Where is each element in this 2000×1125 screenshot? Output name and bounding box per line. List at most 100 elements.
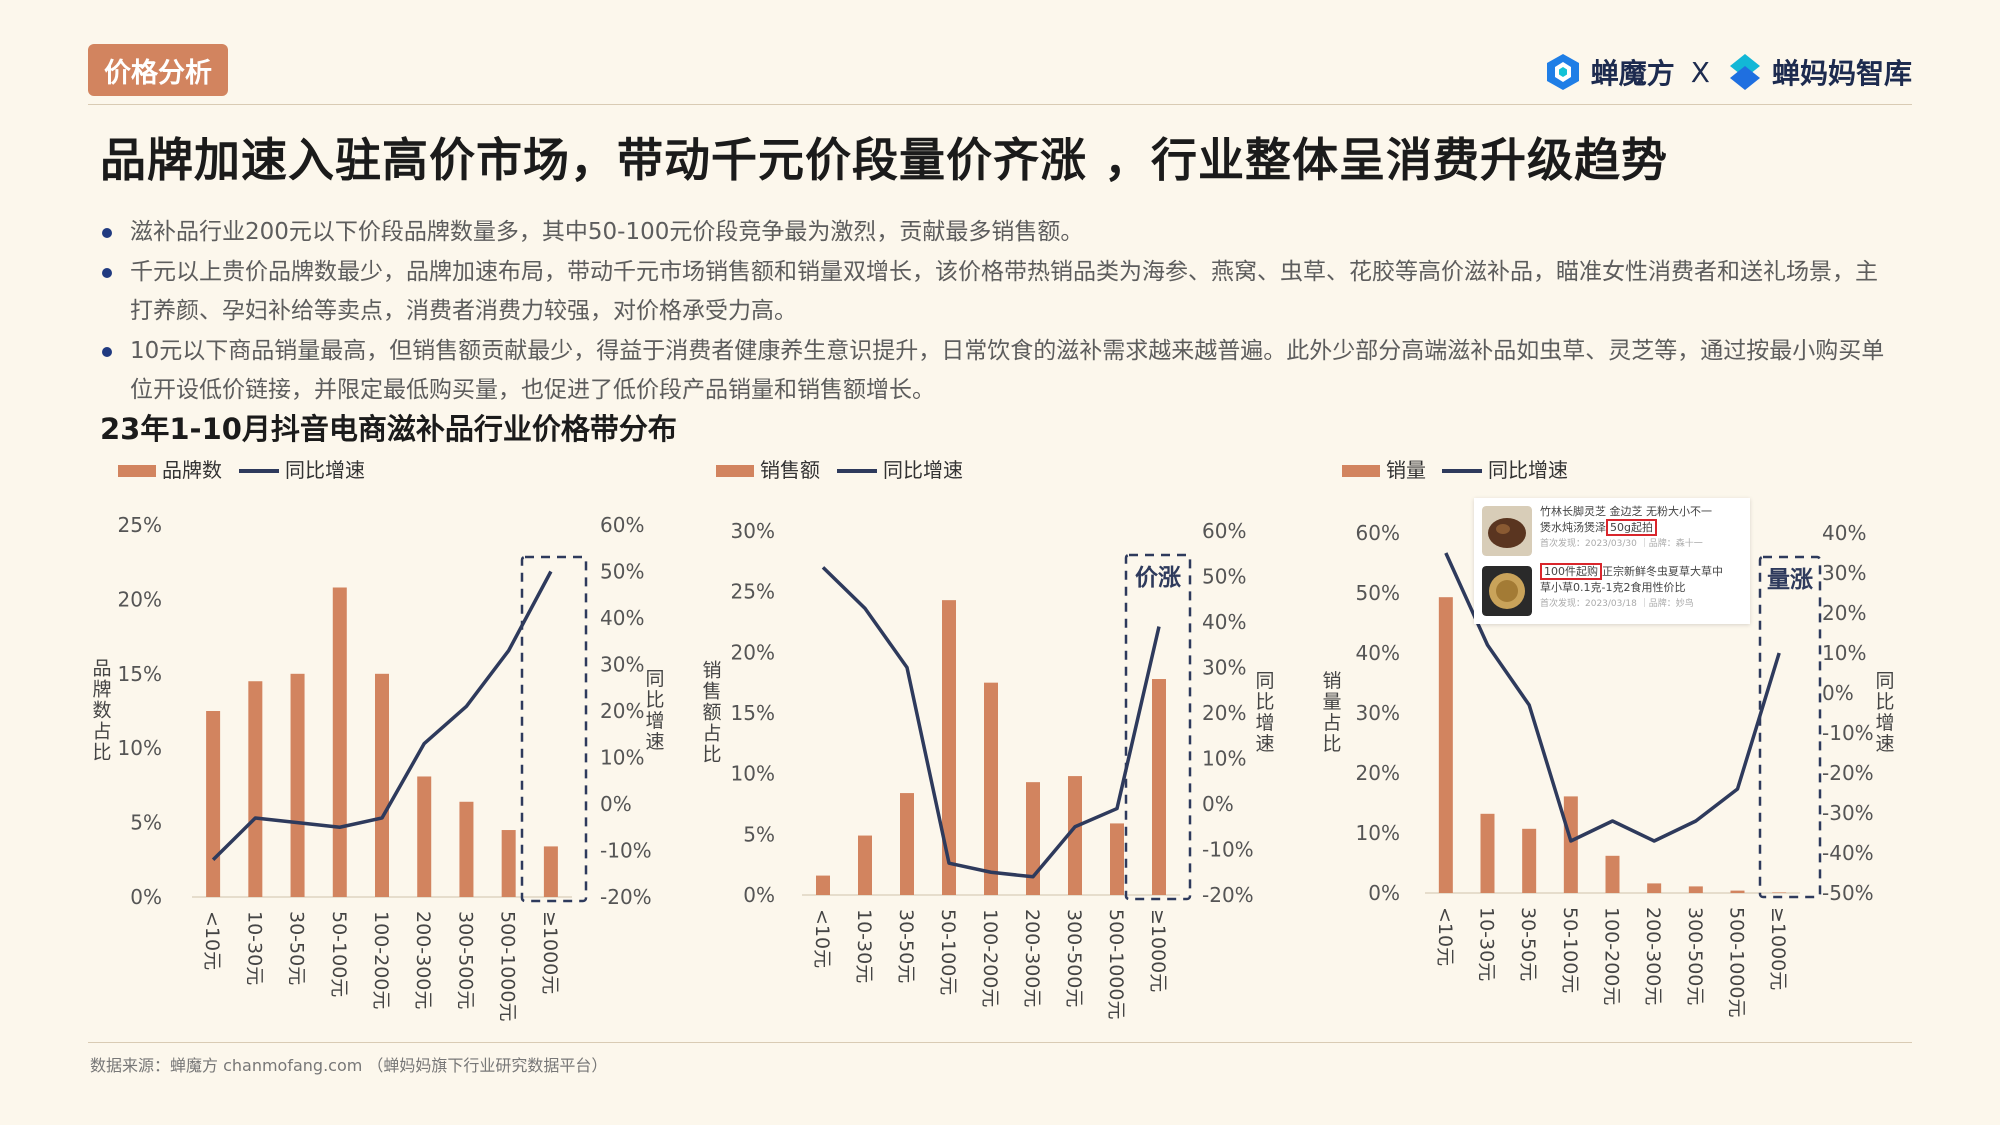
highlight-label: 量涨 <box>1767 567 1813 593</box>
x-tick-label: 500-1000元 <box>497 911 519 1021</box>
x-tick-label: 30-50元 <box>895 909 917 983</box>
y-tick-label: 50% <box>1356 581 1400 605</box>
inset-item: 竹林长脚灵芝 金边芝 无粉大小不一 煲水炖汤煲泽 50g起拍 首次发现：2023/… <box>1482 502 1742 560</box>
y2-tick-label: 20% <box>1822 601 1866 625</box>
y2-tick-label: 10% <box>1822 641 1866 665</box>
y-tick-label: 10% <box>118 736 162 760</box>
y-tick-label: 5% <box>743 822 775 846</box>
price-band-charts: 品牌数 同比增速0%5%10%15%20%25%-20%-10%0%10%20%3… <box>92 458 1894 1021</box>
chanmofang-logo: 蝉魔方 <box>1543 52 1675 92</box>
y2-tick-label: 10% <box>600 746 644 770</box>
y2-axis-label: 同比增速 <box>645 668 664 753</box>
y2-tick-label: 60% <box>1202 519 1246 543</box>
x-tick-label: 100-200元 <box>979 909 1001 1007</box>
brand-left-label: 蝉魔方 <box>1590 57 1675 90</box>
x-tick-label: 200-300元 <box>1021 909 1043 1007</box>
x-tick-label: 50-100元 <box>1559 907 1581 993</box>
lingzhi-thumbnail-icon <box>1482 506 1532 556</box>
y-tick-label: 10% <box>731 762 775 786</box>
bar <box>1605 855 1620 893</box>
y2-tick-label: -10% <box>1822 721 1874 745</box>
bar <box>459 801 474 897</box>
chanmama-logo: 蝉妈妈智库 <box>1726 52 1912 92</box>
bar <box>501 830 516 897</box>
chanmama-icon <box>1729 54 1760 90</box>
x-tick-label: 30-50元 <box>1517 907 1539 981</box>
y-tick-label: 20% <box>118 587 162 611</box>
bar <box>1647 883 1662 893</box>
bar <box>1522 828 1537 893</box>
bar <box>858 835 872 895</box>
bullet-item: 10元以下商品销量最高，但销售额贡献最少，得益于消费者健康养生意识提升，日常饮食… <box>100 332 1890 410</box>
product-inset: 竹林长脚灵芝 金边芝 无粉大小不一 煲水炖汤煲泽 50g起拍 首次发现：2023/… <box>1474 498 1750 624</box>
y-tick-label: 20% <box>1356 761 1400 785</box>
x-tick-label: 300-500元 <box>454 911 476 1009</box>
x-tick-label: <10元 <box>201 911 223 970</box>
bar <box>543 846 558 897</box>
bar <box>1730 890 1745 893</box>
bar <box>1438 597 1453 893</box>
cordyceps-thumbnail-icon <box>1482 566 1532 616</box>
x-tick-label: 100-200元 <box>1601 907 1623 1005</box>
brand-separator: X <box>1690 55 1710 89</box>
bullet-item: 千元以上贵价品牌数最少，品牌加速布局，带动千元市场销售额和销量双增长，该价格带热… <box>100 253 1890 331</box>
inset-item: 100件起购 正宗新鲜冬虫夏草大草中 草小草0.1克-1克2食用性价比 首次发现：… <box>1482 562 1742 620</box>
y-axis-label: 销量占比 <box>1322 670 1341 755</box>
y2-tick-label: -30% <box>1822 801 1874 825</box>
bullet-dot-icon <box>102 228 112 238</box>
bar <box>1480 813 1495 893</box>
y2-tick-label: 60% <box>600 513 644 537</box>
y-tick-label: 30% <box>731 519 775 543</box>
x-tick-label: 300-500元 <box>1063 909 1085 1007</box>
y-tick-label: 25% <box>118 513 162 537</box>
bullet-dot-icon <box>102 268 112 278</box>
section-tag: 价格分析 <box>88 44 228 96</box>
highlight-label: 价涨 <box>1135 565 1181 591</box>
y2-tick-label: 40% <box>600 606 644 630</box>
x-tick-label: 10-30元 <box>243 911 265 985</box>
brand-right-label: 蝉妈妈智库 <box>1771 57 1912 90</box>
bar <box>332 587 347 897</box>
bar <box>900 793 914 895</box>
y2-tick-label: 30% <box>600 653 644 677</box>
y-tick-label: 0% <box>130 885 162 909</box>
x-tick-label: 10-30元 <box>1476 907 1498 981</box>
y-tick-label: 15% <box>118 662 162 686</box>
y2-tick-label: 50% <box>600 560 644 584</box>
bar <box>290 673 305 897</box>
y-tick-label: 0% <box>1368 881 1400 905</box>
bar <box>1772 892 1787 893</box>
bar <box>1688 886 1703 893</box>
y-tick-label: 10% <box>1356 821 1400 845</box>
chart-section-title: 23年1-10月抖音电商滋补品行业价格带分布 <box>100 412 677 446</box>
y2-tick-label: -20% <box>600 885 652 909</box>
y2-tick-label: 30% <box>1822 561 1866 585</box>
footer-divider <box>88 1042 1912 1043</box>
x-tick-label: 200-300元 <box>412 911 434 1009</box>
y-tick-label: 20% <box>731 640 775 664</box>
bar <box>1110 823 1124 895</box>
y-tick-label: 60% <box>1356 521 1400 545</box>
bar <box>375 673 389 897</box>
x-tick-label: 10-30元 <box>853 909 875 983</box>
bar <box>1068 776 1082 895</box>
bar <box>1026 782 1040 895</box>
legend-line-label: 同比增速 <box>883 458 963 482</box>
legend-bar-label: 品牌数 <box>162 458 222 482</box>
x-tick-label: 50-100元 <box>937 909 959 995</box>
bar <box>248 681 263 897</box>
x-tick-label: 100-200元 <box>370 911 392 1009</box>
bar <box>206 711 221 897</box>
highlight-box <box>520 555 588 903</box>
x-tick-label: 500-1000元 <box>1726 907 1748 1017</box>
y-tick-label: 15% <box>731 701 775 725</box>
y2-tick-label: 20% <box>600 699 644 723</box>
y-tick-label: 40% <box>1356 641 1400 665</box>
y2-tick-label: 30% <box>1202 656 1246 680</box>
x-tick-label: 200-300元 <box>1642 907 1664 1005</box>
legend-bar-label: 销量 <box>1386 458 1426 482</box>
y2-tick-label: 0% <box>600 792 632 816</box>
y2-tick-label: -10% <box>1202 838 1254 862</box>
y-axis-label: 销售额占比 <box>702 660 721 766</box>
y-tick-label: 30% <box>1356 701 1400 725</box>
